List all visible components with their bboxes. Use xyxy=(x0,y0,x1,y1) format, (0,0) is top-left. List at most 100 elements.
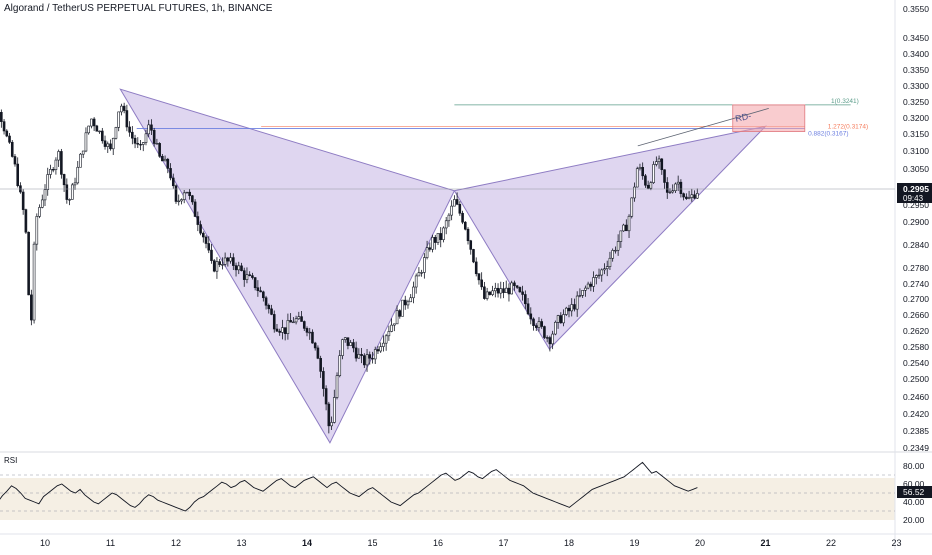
candle-body[interactable] xyxy=(635,168,639,188)
candle-body[interactable] xyxy=(573,304,576,310)
candle-body[interactable] xyxy=(51,169,55,171)
candle-body[interactable] xyxy=(657,158,661,162)
candle-body[interactable] xyxy=(90,118,93,127)
candle-body[interactable] xyxy=(414,275,418,288)
candle-body[interactable] xyxy=(371,357,374,360)
candle-body[interactable] xyxy=(570,304,574,312)
candle-body[interactable] xyxy=(660,158,664,171)
candle-body[interactable] xyxy=(387,331,391,337)
candle-body[interactable] xyxy=(278,330,282,333)
candle-body[interactable] xyxy=(543,326,546,338)
candle-body[interactable] xyxy=(622,224,625,232)
candle-body[interactable] xyxy=(196,216,200,225)
candle-body[interactable] xyxy=(27,231,30,296)
candle-body[interactable] xyxy=(283,327,287,334)
price-axis[interactable]: 0.3550 0.3450 0.3400 0.3350 0.3300 0.3250 0.32… xyxy=(903,4,929,453)
candle-body[interactable] xyxy=(319,358,322,372)
candle-body[interactable] xyxy=(676,181,680,185)
candle-body[interactable] xyxy=(343,337,347,340)
candle-body[interactable] xyxy=(313,342,317,349)
candle-body[interactable] xyxy=(117,111,120,128)
candle-body[interactable] xyxy=(87,125,90,134)
candle-body[interactable] xyxy=(262,291,265,299)
candle-body[interactable] xyxy=(379,346,382,352)
candle-body[interactable] xyxy=(491,290,494,295)
candle-body[interactable] xyxy=(428,247,432,250)
candle-body[interactable] xyxy=(619,230,623,242)
candle-body[interactable] xyxy=(341,339,344,356)
candle-body[interactable] xyxy=(158,143,161,157)
candle-body[interactable] xyxy=(204,236,208,244)
candle-body[interactable] xyxy=(259,290,262,293)
candle-body[interactable] xyxy=(504,287,508,293)
candle-body[interactable] xyxy=(92,118,96,127)
candle-body[interactable] xyxy=(106,143,110,147)
candle-body[interactable] xyxy=(30,294,33,321)
candle-body[interactable] xyxy=(338,355,342,377)
candle-body[interactable] xyxy=(35,216,39,245)
candle-body[interactable] xyxy=(193,201,197,217)
candle-body[interactable] xyxy=(545,337,549,339)
candle-body[interactable] xyxy=(174,185,178,202)
candle-body[interactable] xyxy=(450,205,453,216)
candle-body[interactable] xyxy=(611,250,614,259)
candle-body[interactable] xyxy=(81,150,85,155)
candle-body[interactable] xyxy=(442,227,445,240)
candle-body[interactable] xyxy=(584,287,587,291)
candle-body[interactable] xyxy=(289,320,292,323)
candle-body[interactable] xyxy=(43,189,47,201)
candle-body[interactable] xyxy=(188,191,191,197)
candle-body[interactable] xyxy=(537,321,541,328)
candle-body[interactable] xyxy=(616,241,620,251)
candle-body[interactable] xyxy=(373,349,377,360)
candle-body[interactable] xyxy=(507,287,511,295)
candle-body[interactable] xyxy=(237,265,241,271)
rsi-indicator[interactable]: 80.00 60.00 40.00 20.00 xyxy=(0,461,925,525)
candle-body[interactable] xyxy=(330,422,333,427)
candle-body[interactable] xyxy=(201,232,205,238)
candle-body[interactable] xyxy=(248,274,251,276)
candle-body[interactable] xyxy=(455,199,459,205)
candle-body[interactable] xyxy=(270,308,273,315)
candle-body[interactable] xyxy=(2,121,6,132)
candle-body[interactable] xyxy=(38,207,41,217)
candle-body[interactable] xyxy=(232,257,235,266)
candle-body[interactable] xyxy=(32,243,36,321)
candle-body[interactable] xyxy=(559,315,563,324)
candle-body[interactable] xyxy=(685,196,688,199)
candle-body[interactable] xyxy=(376,349,380,352)
candle-body[interactable] xyxy=(221,264,224,266)
candle-body[interactable] xyxy=(439,233,443,240)
candle-body[interactable] xyxy=(305,328,309,333)
candle-body[interactable] xyxy=(365,354,369,366)
candle-body[interactable] xyxy=(496,287,500,294)
candle-body[interactable] xyxy=(8,135,11,143)
candle-body[interactable] xyxy=(687,197,691,199)
candle-body[interactable] xyxy=(630,197,634,217)
candle-body[interactable] xyxy=(393,323,396,326)
candle-body[interactable] xyxy=(5,130,9,137)
candle-body[interactable] xyxy=(431,237,434,250)
candle-body[interactable] xyxy=(360,354,363,356)
candle-body[interactable] xyxy=(253,277,257,289)
price-pane[interactable] xyxy=(0,0,895,450)
candle-body[interactable] xyxy=(131,131,134,139)
candle-body[interactable] xyxy=(556,315,560,323)
candle-body[interactable] xyxy=(540,321,544,327)
candle-body[interactable] xyxy=(524,294,527,305)
candle-body[interactable] xyxy=(10,141,14,157)
candle-body[interactable] xyxy=(562,314,565,324)
candle-body[interactable] xyxy=(474,261,478,275)
candle-body[interactable] xyxy=(76,166,80,184)
candle-body[interactable] xyxy=(182,192,186,200)
candle-body[interactable] xyxy=(210,249,213,261)
candle-body[interactable] xyxy=(79,153,82,168)
candle-body[interactable] xyxy=(674,183,677,191)
candle-body[interactable] xyxy=(311,331,314,344)
candle-body[interactable] xyxy=(147,124,151,135)
candle-body[interactable] xyxy=(242,270,246,280)
candle-body[interactable] xyxy=(515,285,519,288)
candle-body[interactable] xyxy=(128,126,131,133)
candle-body[interactable] xyxy=(641,167,644,177)
